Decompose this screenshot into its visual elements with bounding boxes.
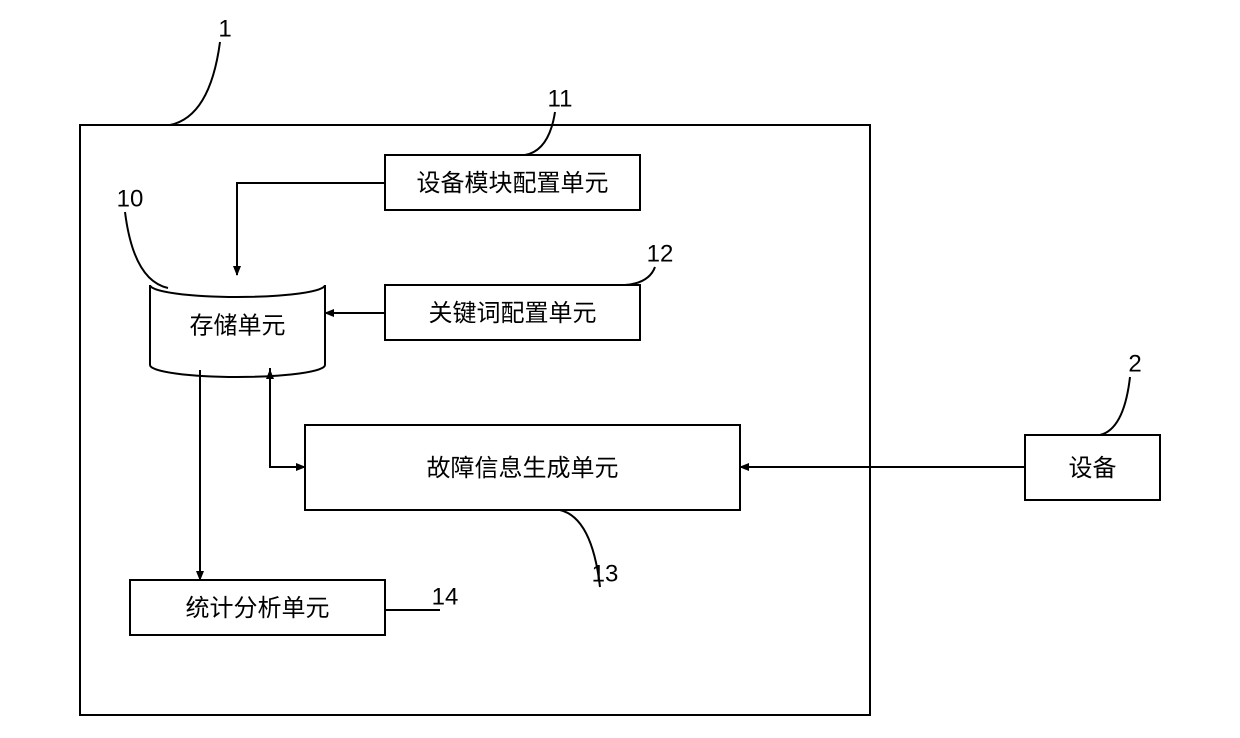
ref-fault: 13 xyxy=(560,510,618,587)
ref-keyword: 12 xyxy=(625,240,673,285)
arrow-config-to-storage xyxy=(237,183,385,275)
block-diagram: 存储单元设备模块配置单元关键词配置单元故障信息生成单元统计分析单元设备11110… xyxy=(0,0,1240,738)
ref-config: 11 xyxy=(525,85,572,155)
config-node: 设备模块配置单元 xyxy=(385,155,640,210)
storage-node: 存储单元 xyxy=(150,285,325,377)
fault-label: 故障信息生成单元 xyxy=(427,455,619,482)
stats-node: 统计分析单元 xyxy=(130,580,385,635)
ref-leader-keyword xyxy=(625,267,655,285)
device-node: 设备 xyxy=(1025,435,1160,500)
stats-label: 统计分析单元 xyxy=(186,595,330,622)
ref-label-storage: 10 xyxy=(117,185,144,212)
arrow-storage-fault-link xyxy=(270,368,305,467)
ref-stats: 14 xyxy=(385,583,458,610)
keyword-node: 关键词配置单元 xyxy=(385,285,640,340)
device-label: 设备 xyxy=(1069,455,1117,482)
storage-label: 存储单元 xyxy=(190,312,286,339)
ref-leader-storage xyxy=(125,212,168,288)
ref-label-keyword: 12 xyxy=(647,240,674,267)
keyword-label: 关键词配置单元 xyxy=(429,300,597,327)
ref-system: 1 xyxy=(170,15,232,125)
config-label: 设备模块配置单元 xyxy=(417,170,609,197)
fault-node: 故障信息生成单元 xyxy=(305,425,740,510)
ref-label-config: 11 xyxy=(548,85,573,112)
ref-leader-device xyxy=(1100,377,1130,435)
ref-label-stats: 14 xyxy=(432,583,459,610)
ref-leader-system xyxy=(170,42,220,125)
ref-storage: 10 xyxy=(117,185,168,288)
ref-label-device: 2 xyxy=(1128,350,1141,377)
ref-leader-config xyxy=(525,112,555,155)
ref-label-fault: 13 xyxy=(592,560,619,587)
ref-label-system: 1 xyxy=(218,15,231,42)
ref-device: 2 xyxy=(1100,350,1142,435)
